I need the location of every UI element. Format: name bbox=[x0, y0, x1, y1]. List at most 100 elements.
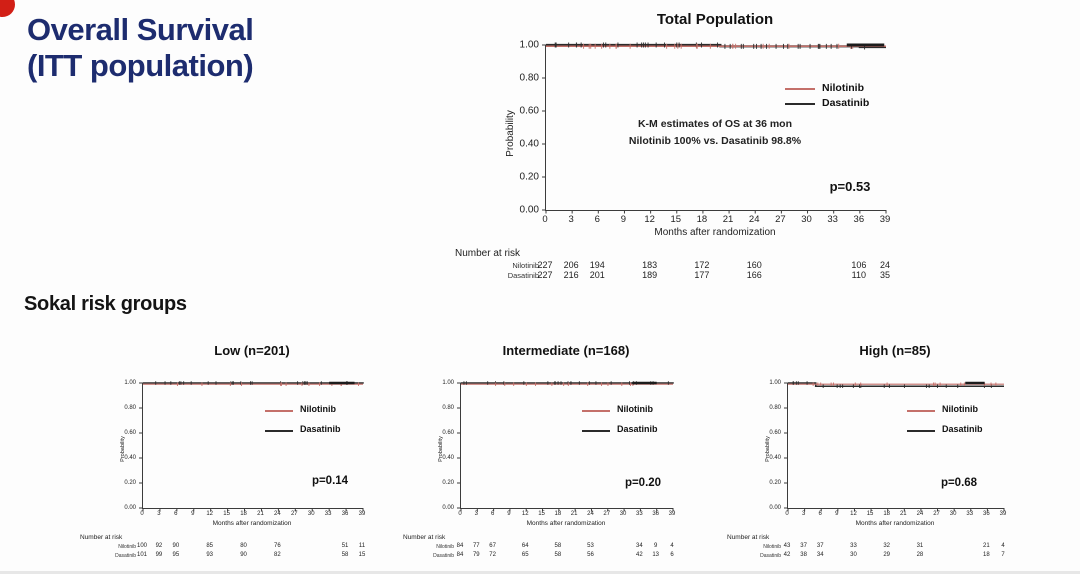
x-axis-tick-label: 30 bbox=[619, 511, 627, 517]
chart-intermediate: Intermediate (n=168) 1.00 0.80 0.60 0.40 0.20… bbox=[398, 338, 728, 574]
x-axis-tick-label: 24 bbox=[916, 511, 924, 517]
legend-item-nilotinib: Nilotinib bbox=[822, 82, 864, 94]
x-axis-label: Months after randomization bbox=[654, 227, 776, 238]
risk-row-label-dasatinib: Dasatinib bbox=[115, 553, 136, 559]
risk-value: 90 bbox=[240, 552, 247, 558]
risk-row-label-nilotinib: Nilotinib bbox=[512, 261, 539, 270]
risk-value: 85 bbox=[206, 543, 214, 549]
x-axis-tick-label: 36 bbox=[853, 214, 865, 225]
risk-value: 99 bbox=[155, 552, 163, 558]
risk-value: 227 bbox=[537, 270, 553, 280]
risk-value: 34 bbox=[816, 552, 824, 558]
x-axis-tick-label: 33 bbox=[966, 511, 974, 517]
y-axis-tick-label: 0.00 bbox=[124, 505, 136, 511]
y-axis-label: Probability bbox=[119, 435, 126, 462]
risk-value: 13 bbox=[652, 552, 660, 558]
km-plot bbox=[139, 381, 364, 512]
risk-value: 37 bbox=[816, 543, 824, 549]
chart-title: Intermediate (n=168) bbox=[502, 343, 630, 358]
risk-value: 37 bbox=[800, 543, 807, 549]
risk-value: 33 bbox=[850, 543, 857, 549]
x-axis-tick-label: 9 bbox=[620, 214, 627, 225]
page-title: Overall Survival (ITT population) bbox=[27, 12, 254, 84]
risk-row-label-dasatinib: Dasatinib bbox=[760, 553, 781, 559]
risk-value: 65 bbox=[521, 552, 529, 558]
risk-value: 93 bbox=[206, 552, 214, 558]
x-axis-tick-label: 0 bbox=[542, 214, 548, 225]
nilotinib-line-sample bbox=[907, 410, 935, 412]
risk-value: 35 bbox=[879, 270, 891, 280]
x-axis-tick-label: 15 bbox=[223, 511, 230, 517]
x-axis-tick-label: 18 bbox=[696, 214, 708, 225]
x-axis-tick-label: 21 bbox=[570, 511, 578, 517]
x-axis-tick-label: 3 bbox=[474, 511, 478, 517]
y-axis-label: Probability bbox=[764, 435, 771, 462]
y-axis-tick-label: 0.80 bbox=[769, 405, 781, 411]
risk-value: 95 bbox=[172, 552, 180, 558]
x-axis-tick-label: 30 bbox=[307, 511, 315, 517]
risk-value: 90 bbox=[172, 543, 180, 549]
y-axis-tick-label: 0.40 bbox=[769, 455, 781, 461]
x-axis-tick-label: 39 bbox=[879, 214, 891, 225]
x-axis-tick-label: 18 bbox=[240, 511, 247, 517]
risk-value: 183 bbox=[642, 260, 658, 270]
risk-value: 206 bbox=[563, 260, 579, 270]
x-axis-tick-label: 21 bbox=[899, 511, 907, 517]
y-axis-tick-label: 0.40 bbox=[124, 455, 136, 461]
legend-item-nilotinib: Nilotinib bbox=[617, 404, 653, 414]
y-axis-tick-label: 0.80 bbox=[519, 72, 539, 84]
x-axis-tick-label: 9 bbox=[835, 511, 839, 517]
x-axis-tick-label: 39 bbox=[668, 511, 676, 517]
chart-title: Low (n=201) bbox=[214, 343, 290, 358]
x-axis-tick-label: 15 bbox=[866, 511, 874, 517]
risk-value: 34 bbox=[636, 543, 643, 549]
risk-row-label-nilotinib: Nilotinib bbox=[118, 544, 136, 550]
chart-low: Low (n=201) 1.00 0.80 0.60 0.40 0.20 0.00 0 3 6 9 1… bbox=[75, 338, 405, 574]
x-axis-tick-label: 15 bbox=[670, 214, 682, 225]
chart-high: High (n=85) 1.00 0.80 0.60 0.40 0.20 0.00 0 3 6 9 1… bbox=[722, 338, 1067, 574]
risk-value: 42 bbox=[783, 552, 791, 558]
x-axis-tick-label: 24 bbox=[587, 511, 594, 517]
risk-value: 100 bbox=[136, 543, 148, 549]
legend-item-dasatinib: Dasatinib bbox=[617, 424, 658, 434]
risk-value: 84 bbox=[456, 552, 464, 558]
risk-value: 4 bbox=[670, 543, 674, 549]
x-axis-tick-label: 3 bbox=[568, 214, 574, 225]
chart-title: Total Population bbox=[656, 11, 774, 28]
y-axis-tick-label: 0.00 bbox=[442, 505, 454, 511]
y-axis-tick-label: 1.00 bbox=[442, 380, 454, 386]
risk-value: 166 bbox=[746, 270, 762, 280]
km-curves bbox=[542, 42, 887, 214]
page-title-line1: Overall Survival bbox=[27, 12, 254, 47]
y-axis-tick-label: 1.00 bbox=[519, 39, 539, 51]
y-axis-tick-label: 1.00 bbox=[124, 380, 136, 386]
km-curves bbox=[139, 381, 364, 512]
risk-value: 43 bbox=[783, 543, 791, 549]
risk-value: 67 bbox=[489, 543, 496, 549]
y-axis-tick-label: 0.20 bbox=[769, 480, 781, 486]
nilotinib-line-sample bbox=[785, 88, 815, 90]
risk-value: 31 bbox=[916, 543, 924, 549]
y-axis-label: Probability bbox=[504, 109, 516, 157]
x-axis-tick-label: 39 bbox=[999, 511, 1007, 517]
risk-value: 58 bbox=[554, 543, 562, 549]
x-axis-tick-label: 3 bbox=[157, 511, 161, 517]
x-axis-tick-label: 18 bbox=[554, 511, 562, 517]
y-axis-tick-label: 0.00 bbox=[519, 204, 539, 216]
risk-value: 11 bbox=[358, 543, 366, 549]
y-axis-tick-label: 0.60 bbox=[769, 430, 781, 436]
x-axis-tick-label: 12 bbox=[644, 214, 655, 225]
page-title-line2: (ITT population) bbox=[27, 47, 254, 83]
y-axis-tick-label: 0.60 bbox=[124, 430, 136, 436]
risk-value: 51 bbox=[341, 543, 349, 549]
km-annotation: K-M estimates of OS at 36 mon Nilotinib 1… bbox=[629, 116, 801, 150]
risk-value: 216 bbox=[563, 270, 579, 280]
x-axis-tick-label: 39 bbox=[358, 511, 366, 517]
x-axis-tick-label: 12 bbox=[206, 511, 214, 517]
x-axis-tick-label: 12 bbox=[521, 511, 529, 517]
risk-value: 189 bbox=[642, 270, 658, 280]
risk-value: 21 bbox=[983, 543, 990, 549]
x-axis-tick-label: 36 bbox=[983, 511, 990, 517]
risk-row-label-nilotinib: Nilotinib bbox=[436, 544, 454, 550]
risk-row-label-dasatinib: Dasatinib bbox=[507, 271, 539, 280]
